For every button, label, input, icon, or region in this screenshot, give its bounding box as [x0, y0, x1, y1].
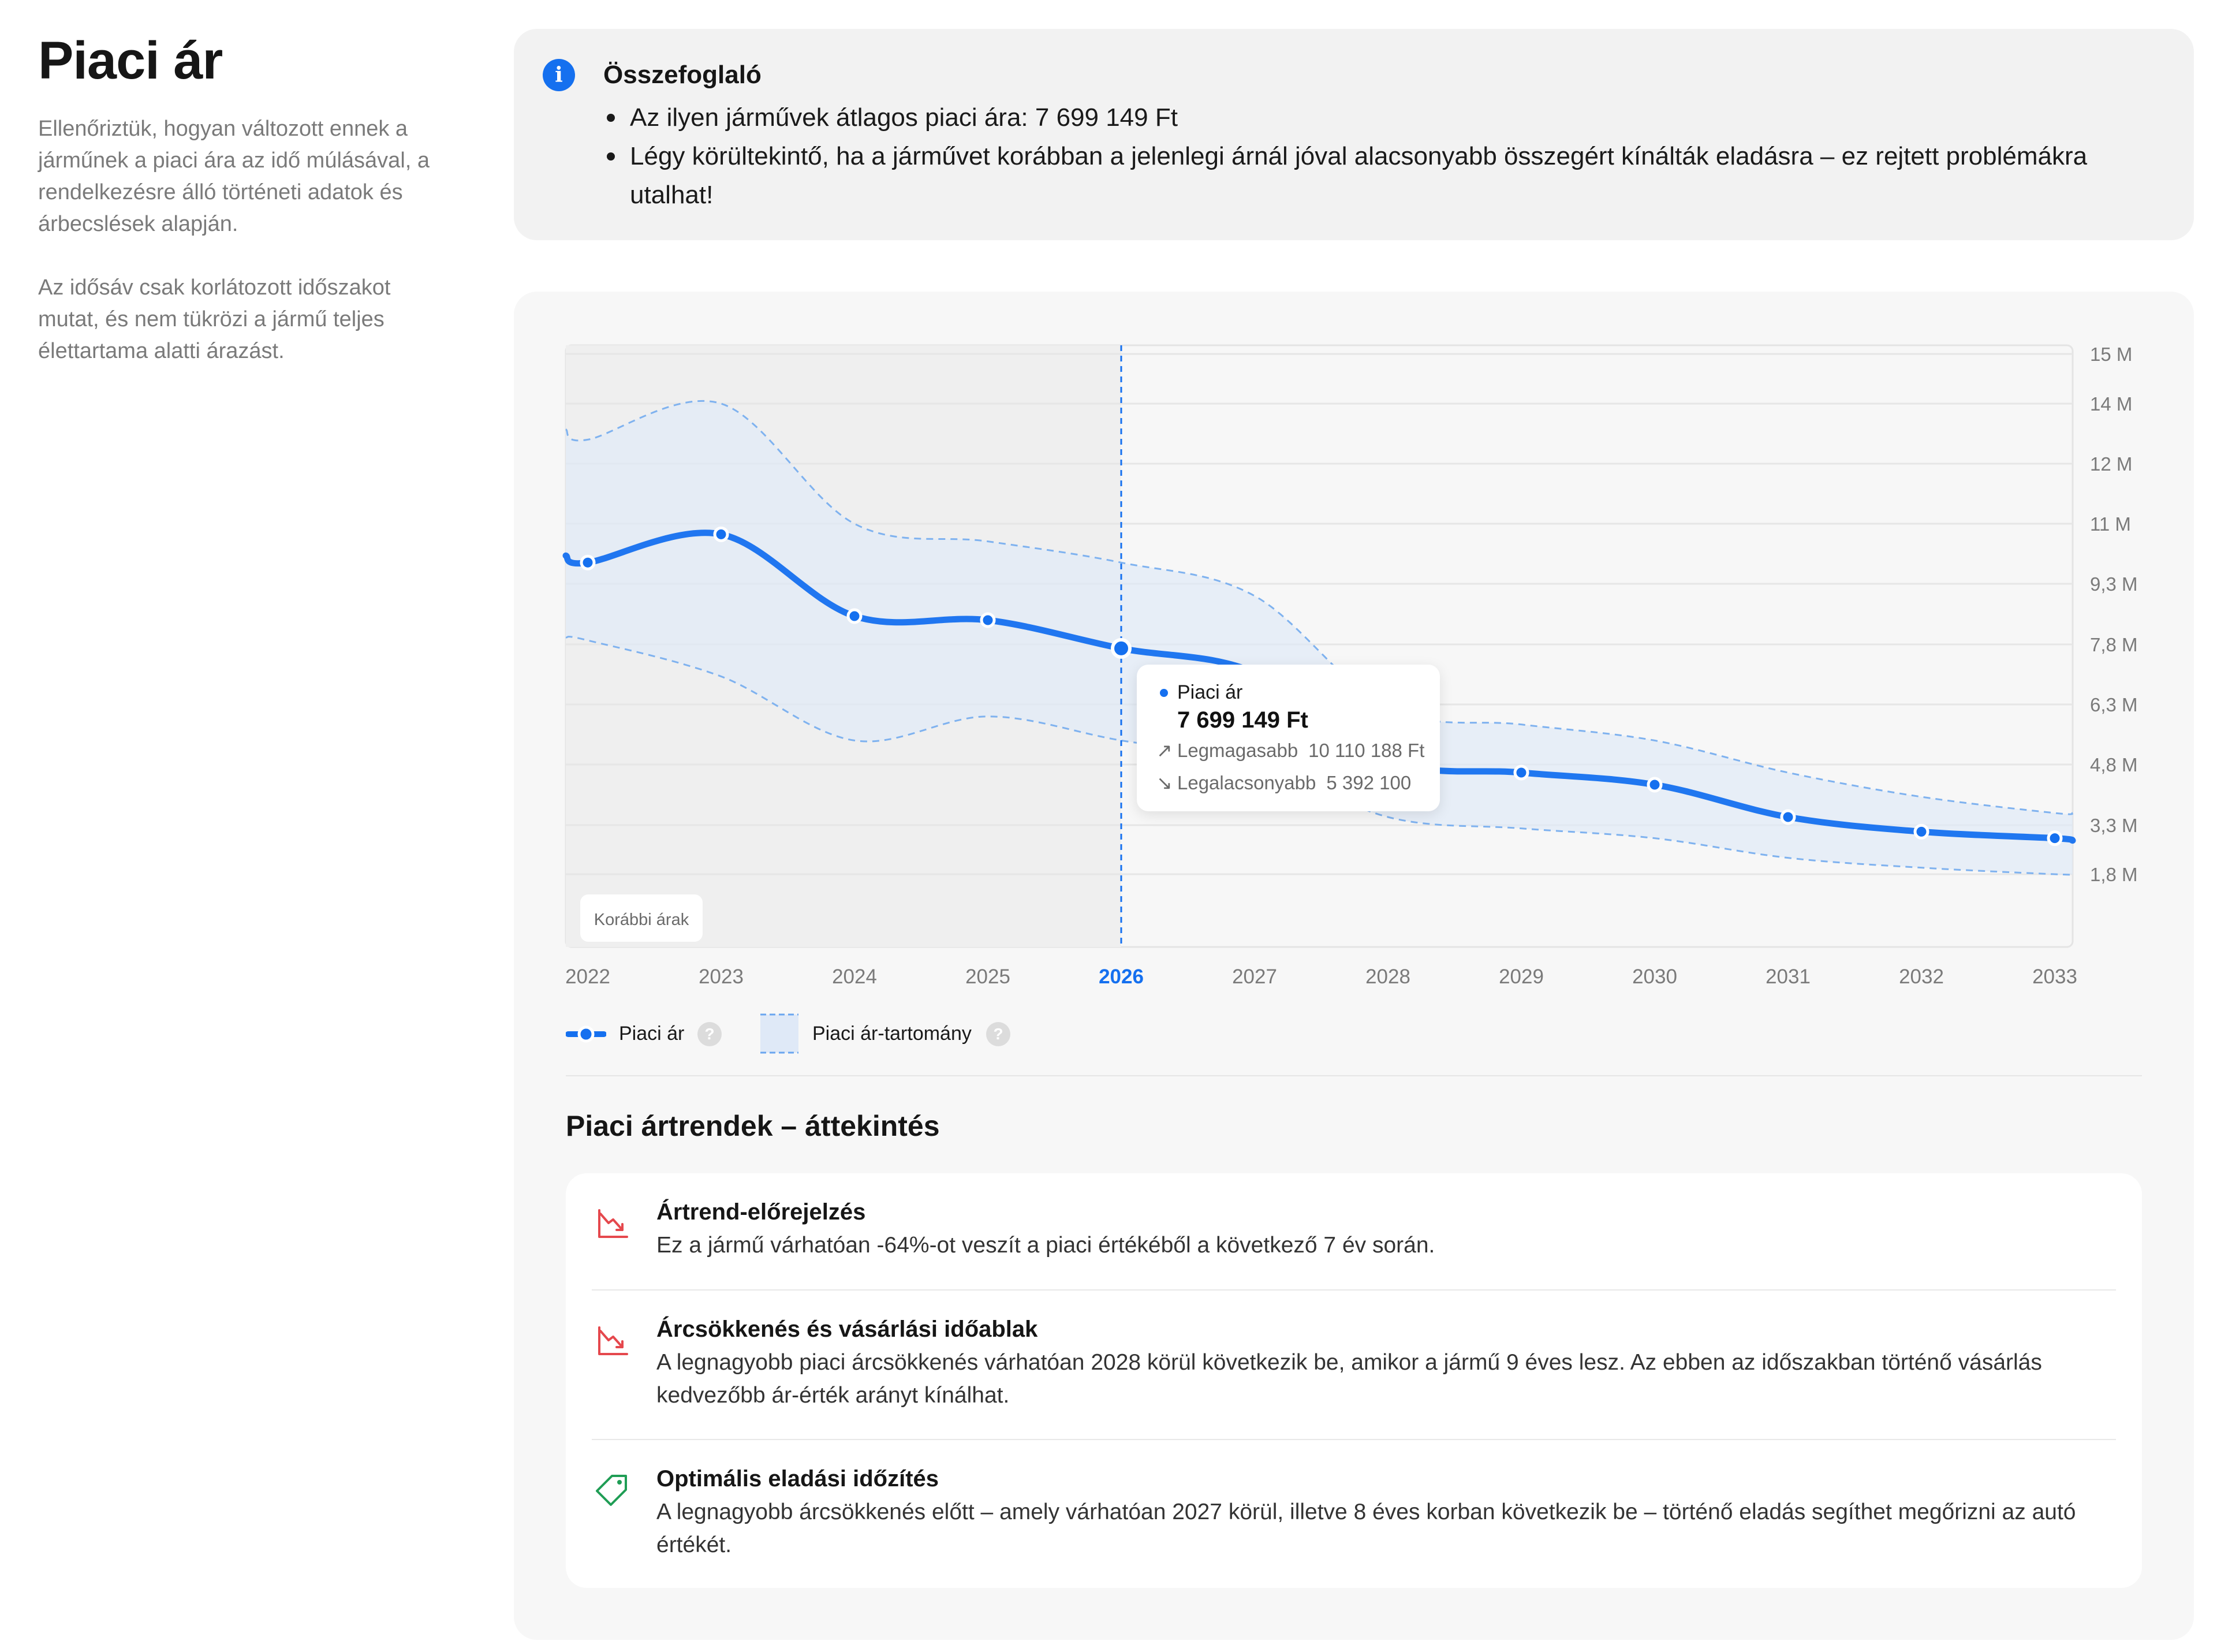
y-tick-label: 4,8 M	[2090, 754, 2138, 775]
trend-divider	[592, 1289, 2116, 1291]
arrow-down-right-icon: ↘	[1156, 772, 1173, 793]
tooltip-high-label: Legmagasabb	[1177, 740, 1298, 761]
x-tick-label: 2031	[1766, 965, 1811, 988]
trend-title: Árcsökkenés és vásárlási időablak	[656, 1317, 1038, 1342]
tooltip-high-row: ↗ Legmagasabb 10 110 188 Ft	[1156, 737, 1424, 764]
x-tick-label: 2032	[1899, 965, 1944, 988]
tooltip-low-row: ↘ Legalacsonyabb 5 392 100	[1156, 770, 1411, 796]
y-tick-label: 15 M	[2090, 344, 2132, 365]
x-tick-label: 2030	[1632, 965, 1677, 988]
summary-bullet-warning: Légy körültekintő, ha a járművet korábba…	[603, 137, 2133, 214]
price-point[interactable]	[980, 612, 996, 628]
legend-item-price[interactable]: Piaci ár ?	[566, 1013, 739, 1054]
summary-title: Összefoglaló	[603, 61, 762, 89]
y-tick-label: 14 M	[2090, 393, 2132, 415]
summary-list: Az ilyen járművek átlagos piaci ára: 7 6…	[603, 98, 2133, 214]
price-tooltip: Piaci ár 7 699 149 Ft ↗ Legmagasabb 10 110…	[1137, 665, 1440, 811]
tooltip-series-dot	[1160, 689, 1168, 697]
price-point[interactable]	[1111, 637, 1132, 659]
y-tick-label: 9,3 M	[2090, 573, 2138, 595]
x-tick-label: 2029	[1499, 965, 1544, 988]
summary-card: i Összefoglaló Az ilyen járművek átlagos…	[514, 29, 2194, 240]
trend-text: Ez a jármű várhatóan -64%-ot veszít a pi…	[656, 1233, 1435, 1258]
trends-card: Ártrend-előrejelzés Ez a jármű várhatóan…	[566, 1173, 2142, 1588]
price-point[interactable]	[1913, 823, 1929, 840]
y-tick-label: 3,3 M	[2090, 815, 2138, 836]
legend-item-range[interactable]: Piaci ár-tartomány ?	[759, 1013, 1025, 1054]
trend-down-icon	[598, 1209, 628, 1238]
tooltip-low-label: Legalacsonyabb	[1177, 772, 1316, 793]
tooltip-high-value: 10 110 188 Ft	[1308, 740, 1425, 761]
tooltip-low-value: 5 392 100	[1326, 772, 1412, 793]
y-tick-label: 7,8 M	[2090, 634, 2138, 655]
y-tick-label: 12 M	[2090, 453, 2132, 475]
price-range-upper	[565, 400, 2073, 815]
trend-title: Optimális eladási időzítés	[656, 1466, 939, 1491]
historic-prices-badge	[580, 894, 703, 942]
info-icon: i	[543, 59, 575, 91]
price-point[interactable]	[2047, 830, 2063, 846]
x-tick-label: 2027	[1232, 965, 1277, 988]
line-marker-icon	[566, 1025, 606, 1043]
historic-prices-badge-label: Korábbi árak	[594, 911, 689, 929]
x-tick-label: 2028	[1365, 965, 1410, 988]
trend-title: Ártrend-előrejelzés	[656, 1199, 866, 1225]
intro-column: Piaci ár Ellenőriztük, hogyan változott …	[38, 29, 454, 367]
x-tick-label: 2026	[1099, 965, 1144, 988]
price-point[interactable]	[713, 526, 729, 542]
trend-text: A legnagyobb árcsökkenés előtt – amely v…	[656, 1500, 2076, 1557]
help-icon[interactable]: ?	[697, 1022, 722, 1046]
section-divider	[566, 1075, 2142, 1076]
x-tick-label: 2023	[699, 965, 744, 988]
summary-bullet-average-price: Az ilyen járművek átlagos piaci ára: 7 6…	[603, 98, 2133, 137]
price-point[interactable]	[580, 554, 596, 570]
price-point[interactable]	[846, 608, 863, 624]
arrow-up-right-icon: ↗	[1156, 740, 1173, 761]
legend-range-label: Piaci ár-tartomány	[812, 1023, 972, 1045]
x-tick-label: 2025	[965, 965, 1010, 988]
trend-text: A legnagyobb piaci árcsökkenés várhatóan…	[656, 1350, 2042, 1408]
price-range-lower	[565, 636, 2073, 876]
legend-price-label: Piaci ár	[619, 1023, 685, 1045]
trends-title: Piaci ártrendek – áttekintés	[566, 1110, 940, 1142]
y-tick-label: 1,8 M	[2090, 864, 2138, 885]
x-tick-label: 2033	[2032, 965, 2077, 988]
price-range-band	[566, 401, 2073, 875]
x-tick-label: 2024	[832, 965, 877, 988]
price-point[interactable]	[1647, 777, 1663, 793]
page-title: Piaci ár	[38, 31, 223, 90]
price-point[interactable]	[1780, 809, 1796, 825]
price-tag-icon	[596, 1475, 627, 1506]
trend-divider	[592, 1439, 2116, 1440]
tooltip-value: 7 699 149 Ft	[1177, 707, 1308, 733]
y-tick-label: 6,3 M	[2090, 694, 2138, 715]
y-tick-label: 11 M	[2090, 513, 2131, 535]
tooltip-label: Piaci ár	[1177, 681, 1243, 703]
trend-down-icon	[598, 1326, 628, 1355]
x-tick-label: 2022	[565, 965, 610, 988]
help-icon[interactable]: ?	[986, 1022, 1010, 1046]
price-point[interactable]	[1513, 765, 1529, 781]
timeline-note: Az idősáv csak korlátozott időszakot mut…	[38, 275, 391, 363]
intro-description: Ellenőriztük, hogyan változott ennek a j…	[38, 117, 430, 236]
range-band-icon	[760, 1013, 798, 1054]
